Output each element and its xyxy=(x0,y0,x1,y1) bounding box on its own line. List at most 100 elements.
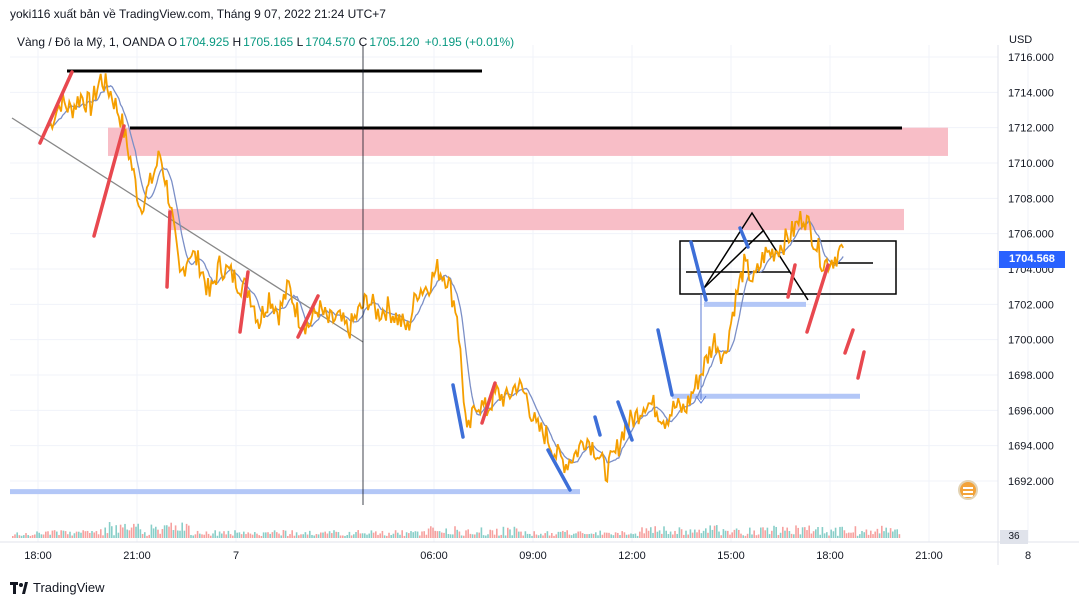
volume-bar xyxy=(262,532,265,538)
volume-bar xyxy=(845,533,848,538)
volume-bar xyxy=(157,529,159,538)
volume-bar xyxy=(823,533,826,538)
volume-bar xyxy=(425,534,428,538)
volume-bar xyxy=(526,533,529,538)
volume-bar xyxy=(878,533,881,538)
volume-bar xyxy=(702,530,705,538)
volume-bar xyxy=(746,533,749,538)
open-label: O xyxy=(167,35,178,49)
volume-bar xyxy=(793,534,795,538)
volume-bar xyxy=(667,534,670,538)
bullish-segment xyxy=(805,263,830,334)
volume-bar xyxy=(474,534,476,538)
volume-bar xyxy=(117,532,120,538)
volume-bar xyxy=(438,531,441,538)
volume-bar xyxy=(557,531,560,538)
volume-bar xyxy=(889,528,892,538)
volume-bar xyxy=(78,531,80,538)
volume-bar xyxy=(672,534,674,538)
y-tick-label: 1694.000 xyxy=(1008,441,1054,453)
volume-bar xyxy=(229,534,232,538)
publisher-line: yoki116 xuất bản về TradingView.com, Thá… xyxy=(10,7,386,21)
volume-bar xyxy=(762,527,764,538)
volume-bar xyxy=(126,529,128,538)
volume-bar xyxy=(568,534,571,538)
volume-bar xyxy=(826,532,828,538)
volume-bar xyxy=(357,530,359,538)
volume-bar xyxy=(643,533,645,538)
volume-bar xyxy=(410,531,412,538)
volume-bar xyxy=(227,530,230,538)
volume-bar xyxy=(498,535,500,538)
volume-bar xyxy=(320,532,322,538)
volume-bar xyxy=(485,535,487,538)
volume-bar xyxy=(689,529,692,538)
close-label: C xyxy=(358,35,368,49)
volume-bar xyxy=(155,526,157,538)
x-tick-label: 12:00 xyxy=(618,550,646,562)
volume-bar xyxy=(447,533,450,538)
volume-bar xyxy=(819,534,821,538)
volume-bar xyxy=(859,534,861,538)
volume-bar xyxy=(733,529,736,538)
volume-bar xyxy=(146,535,148,538)
volume-bar xyxy=(509,529,511,538)
volume-bar xyxy=(405,532,408,538)
volume-bar xyxy=(75,531,78,538)
bearish-segment xyxy=(546,448,572,492)
volume-bar xyxy=(597,535,599,538)
volume-bar xyxy=(223,531,225,538)
last-price-tag: 1704.568 xyxy=(999,251,1065,268)
bearish-segment xyxy=(593,415,602,437)
y-tick-label: 1712.000 xyxy=(1008,123,1054,135)
volume-bar xyxy=(12,535,14,538)
volume-bar xyxy=(243,531,245,538)
volume-bar xyxy=(276,532,278,538)
symbol-name[interactable]: Vàng / Đô la Mỹ, 1, OANDA xyxy=(17,35,165,49)
volume-bar xyxy=(324,531,326,538)
volume-bar xyxy=(832,531,835,538)
volume-bar xyxy=(269,533,271,538)
volume-bar xyxy=(883,531,885,538)
volume-bar xyxy=(592,533,595,538)
volume-bar xyxy=(368,533,370,538)
y-tick-label: 1714.000 xyxy=(1008,87,1054,99)
volume-bar xyxy=(698,529,700,538)
volume-bar xyxy=(760,527,762,538)
volume-bar xyxy=(350,535,353,538)
tradingview-footer[interactable]: TradingView xyxy=(10,580,105,595)
volume-bar xyxy=(73,533,76,538)
volume-bar xyxy=(14,534,16,538)
volume-bar xyxy=(199,533,201,538)
volume-bar xyxy=(89,532,91,538)
us-flag-icon[interactable] xyxy=(958,480,978,500)
x-tick-label: 21:00 xyxy=(123,550,151,562)
volume-bar xyxy=(471,534,474,538)
bullish-segment xyxy=(480,381,497,425)
volume-bar xyxy=(504,535,507,538)
volume-bar xyxy=(251,534,254,538)
currency-label[interactable]: USD xyxy=(1009,34,1033,46)
volume-bar xyxy=(23,535,25,538)
volume-bar xyxy=(53,530,56,538)
volume-bar xyxy=(861,530,863,538)
volume-bar xyxy=(31,535,34,538)
volume-bar xyxy=(412,532,414,538)
volume-bar xyxy=(575,533,577,538)
volume-bar xyxy=(287,535,289,538)
volume-bar xyxy=(720,535,722,538)
volume-bar xyxy=(628,534,630,538)
volume-bar xyxy=(804,527,806,538)
volume-bar xyxy=(663,526,665,538)
volume-bar xyxy=(502,526,505,538)
volume-bar xyxy=(100,529,102,538)
volume-bar xyxy=(621,531,623,538)
volume-bar xyxy=(20,535,23,538)
volume-bar xyxy=(562,530,564,538)
volume-bar xyxy=(339,535,342,538)
volume-bar xyxy=(381,530,384,538)
volume-bar xyxy=(359,533,362,538)
volume-bar xyxy=(700,533,703,538)
volume-bar xyxy=(42,534,45,538)
